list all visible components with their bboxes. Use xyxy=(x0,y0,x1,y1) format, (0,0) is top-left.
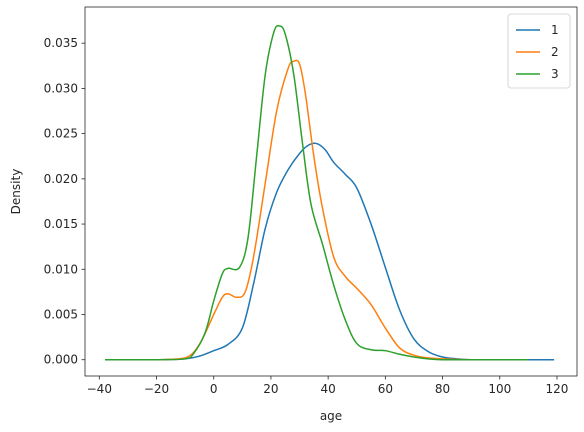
x-tick-label: 60 xyxy=(378,382,393,396)
legend-label-1: 1 xyxy=(551,23,559,37)
series-line-1 xyxy=(105,142,555,361)
y-axis-label: Density xyxy=(9,169,23,215)
x-tick-label: 0 xyxy=(210,382,218,396)
x-tick-label: 40 xyxy=(320,382,335,396)
series-line-2 xyxy=(110,59,529,361)
y-tick-label: 0.015 xyxy=(44,217,78,231)
y-tick-label: 0.025 xyxy=(44,127,78,141)
y-tick-label: 0.005 xyxy=(44,308,78,322)
x-tick-label: 100 xyxy=(488,382,511,396)
axis-ticks: −40 −20 0 20 40 60 80 100 120 0.000 0.005 0.010 0.01… xyxy=(44,36,569,396)
x-tick-label: 120 xyxy=(546,382,569,396)
y-tick-label: 0.030 xyxy=(44,81,78,95)
axes-frame xyxy=(84,6,578,377)
plot-area xyxy=(105,24,555,361)
x-tick-label: 80 xyxy=(435,382,450,396)
x-tick-label: 20 xyxy=(263,382,278,396)
y-tick-label: 0.020 xyxy=(44,172,78,186)
legend: 1 2 3 xyxy=(507,13,571,89)
legend-box xyxy=(507,13,571,89)
legend-label-3: 3 xyxy=(551,67,559,81)
y-tick-label: 0.010 xyxy=(44,262,78,276)
legend-label-2: 2 xyxy=(551,45,559,59)
series-line-3 xyxy=(105,24,529,361)
y-tick-label: 0.035 xyxy=(44,36,78,50)
x-axis-label: age xyxy=(320,409,342,423)
x-tick-label: −40 xyxy=(87,382,112,396)
y-tick-label: 0.000 xyxy=(44,353,78,367)
x-tick-label: −20 xyxy=(144,382,169,396)
